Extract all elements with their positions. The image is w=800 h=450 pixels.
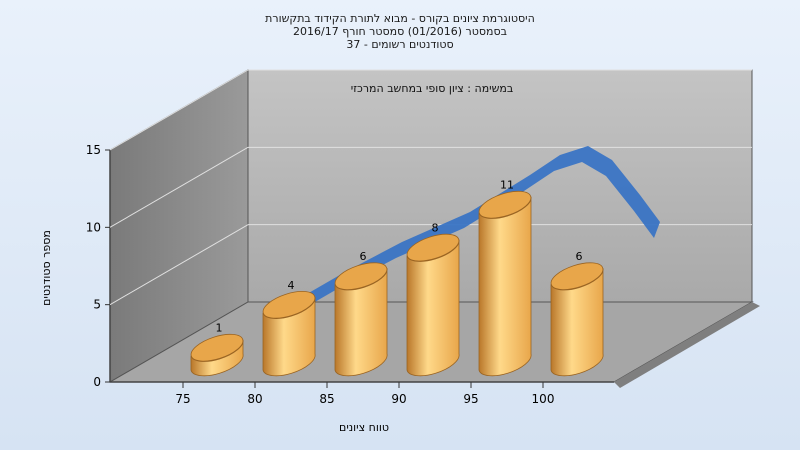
data-label: 6 <box>576 250 583 263</box>
title-line-1: היסטוגרמת ציונים בקורס - מבוא לתורת הקיד… <box>265 12 535 25</box>
y-tick-label: 5 <box>93 298 101 312</box>
side-bottom-edge <box>614 302 760 388</box>
value-labels: 1 4 6 8 11 6 <box>216 179 583 335</box>
bars <box>190 190 604 377</box>
side-gridline <box>109 69 249 151</box>
y-tick-label: 0 <box>93 375 101 389</box>
data-label: 6 <box>360 250 367 263</box>
bar <box>190 333 244 377</box>
bar-top <box>478 190 532 219</box>
x-tick-label: 80 <box>247 392 262 406</box>
chart-title: היסטוגרמת ציונים בקורס - מבוא לתורת הקיד… <box>265 12 535 51</box>
data-label: 11 <box>500 179 514 192</box>
side-gridline <box>109 146 249 228</box>
bar-top <box>550 262 604 290</box>
x-tick-label: 85 <box>319 392 334 406</box>
side-gridline <box>109 224 249 306</box>
bar-top <box>190 333 244 362</box>
y-axis-ticks: 0 5 10 15 <box>86 143 110 389</box>
chart-annotation: במשימה : ציון סופי במחשב המרכזי <box>351 82 514 95</box>
x-tick-label: 90 <box>391 392 406 406</box>
bar <box>550 262 604 377</box>
x-tick-label: 95 <box>463 392 478 406</box>
y-tick-label: 10 <box>86 220 101 234</box>
bar-top <box>406 233 460 262</box>
data-label: 1 <box>216 322 223 335</box>
data-label: 8 <box>432 222 439 235</box>
data-label: 4 <box>288 279 295 292</box>
x-axis-label: טווח ציונים <box>339 421 389 434</box>
x-tick-label: 100 <box>532 392 555 406</box>
bar <box>334 262 388 377</box>
title-line-2: בסמסטר (01/2016) סמסטר חורף 2016/17 <box>293 25 507 38</box>
bar <box>478 190 532 377</box>
bar <box>262 291 316 377</box>
y-tick-label: 15 <box>86 143 101 157</box>
title-line-3: סטודנטים רשומים - 37 <box>346 38 453 51</box>
y-axis-label: מספר סטודנטים <box>40 230 53 306</box>
bar <box>406 233 460 377</box>
bar-top <box>262 291 316 319</box>
x-tick-label: 75 <box>175 392 190 406</box>
x-axis-ticks: 75 80 85 90 95 100 <box>175 382 554 406</box>
bar-body <box>478 196 532 377</box>
bar-top <box>334 262 388 290</box>
